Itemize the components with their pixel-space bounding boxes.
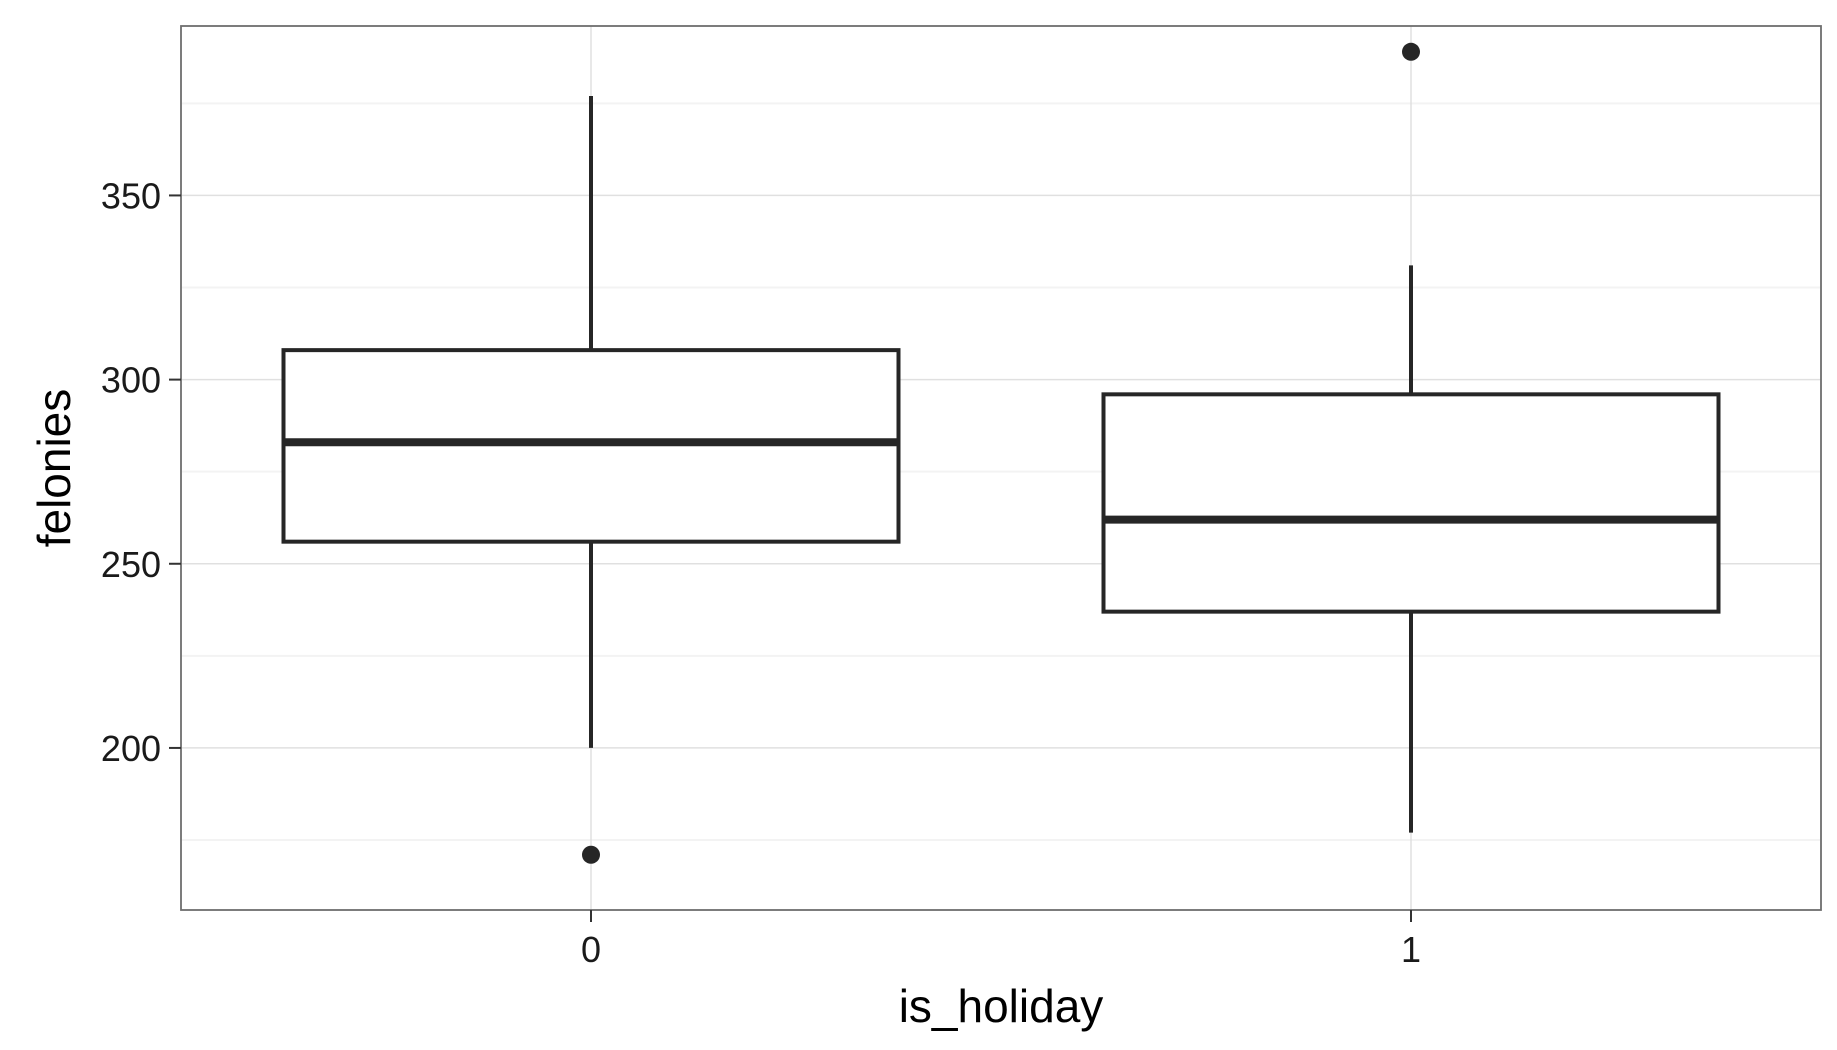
y-axis-title: felonies xyxy=(28,389,80,548)
outlier-point xyxy=(1402,42,1420,61)
box-body xyxy=(1101,392,1721,614)
x-axis-title: is_holiday xyxy=(899,980,1104,1032)
plot-panel-border xyxy=(180,25,1822,911)
x-tick-label: 0 xyxy=(581,929,601,970)
y-tick-label: 200 xyxy=(101,728,161,769)
box-group-0 xyxy=(281,95,901,864)
box-group-1 xyxy=(1101,42,1721,833)
x-tick-label: 1 xyxy=(1401,929,1421,970)
y-tick-label: 300 xyxy=(101,360,161,401)
y-tick-label: 250 xyxy=(101,544,161,585)
boxes-layer xyxy=(281,42,1721,864)
y-tick-label: 350 xyxy=(101,175,161,216)
y-axis: 200 250 300 350 xyxy=(101,175,181,769)
outlier-point xyxy=(582,845,600,864)
